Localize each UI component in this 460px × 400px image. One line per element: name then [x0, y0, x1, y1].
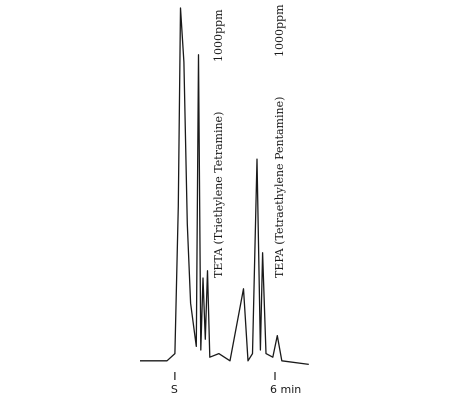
- start-label: S: [171, 383, 178, 396]
- six-min-label: 6 min: [270, 383, 301, 396]
- tepa-concentration-label: 1000ppm: [273, 4, 286, 57]
- teta-peak-label: TETA (Triethylene Tetramine): [212, 112, 225, 278]
- tepa-peak-label: TEPA (Tetraethylene Pentamine): [273, 97, 286, 278]
- teta-concentration-label: 1000ppm: [212, 9, 225, 62]
- chromatogram-trace: [140, 7, 309, 366]
